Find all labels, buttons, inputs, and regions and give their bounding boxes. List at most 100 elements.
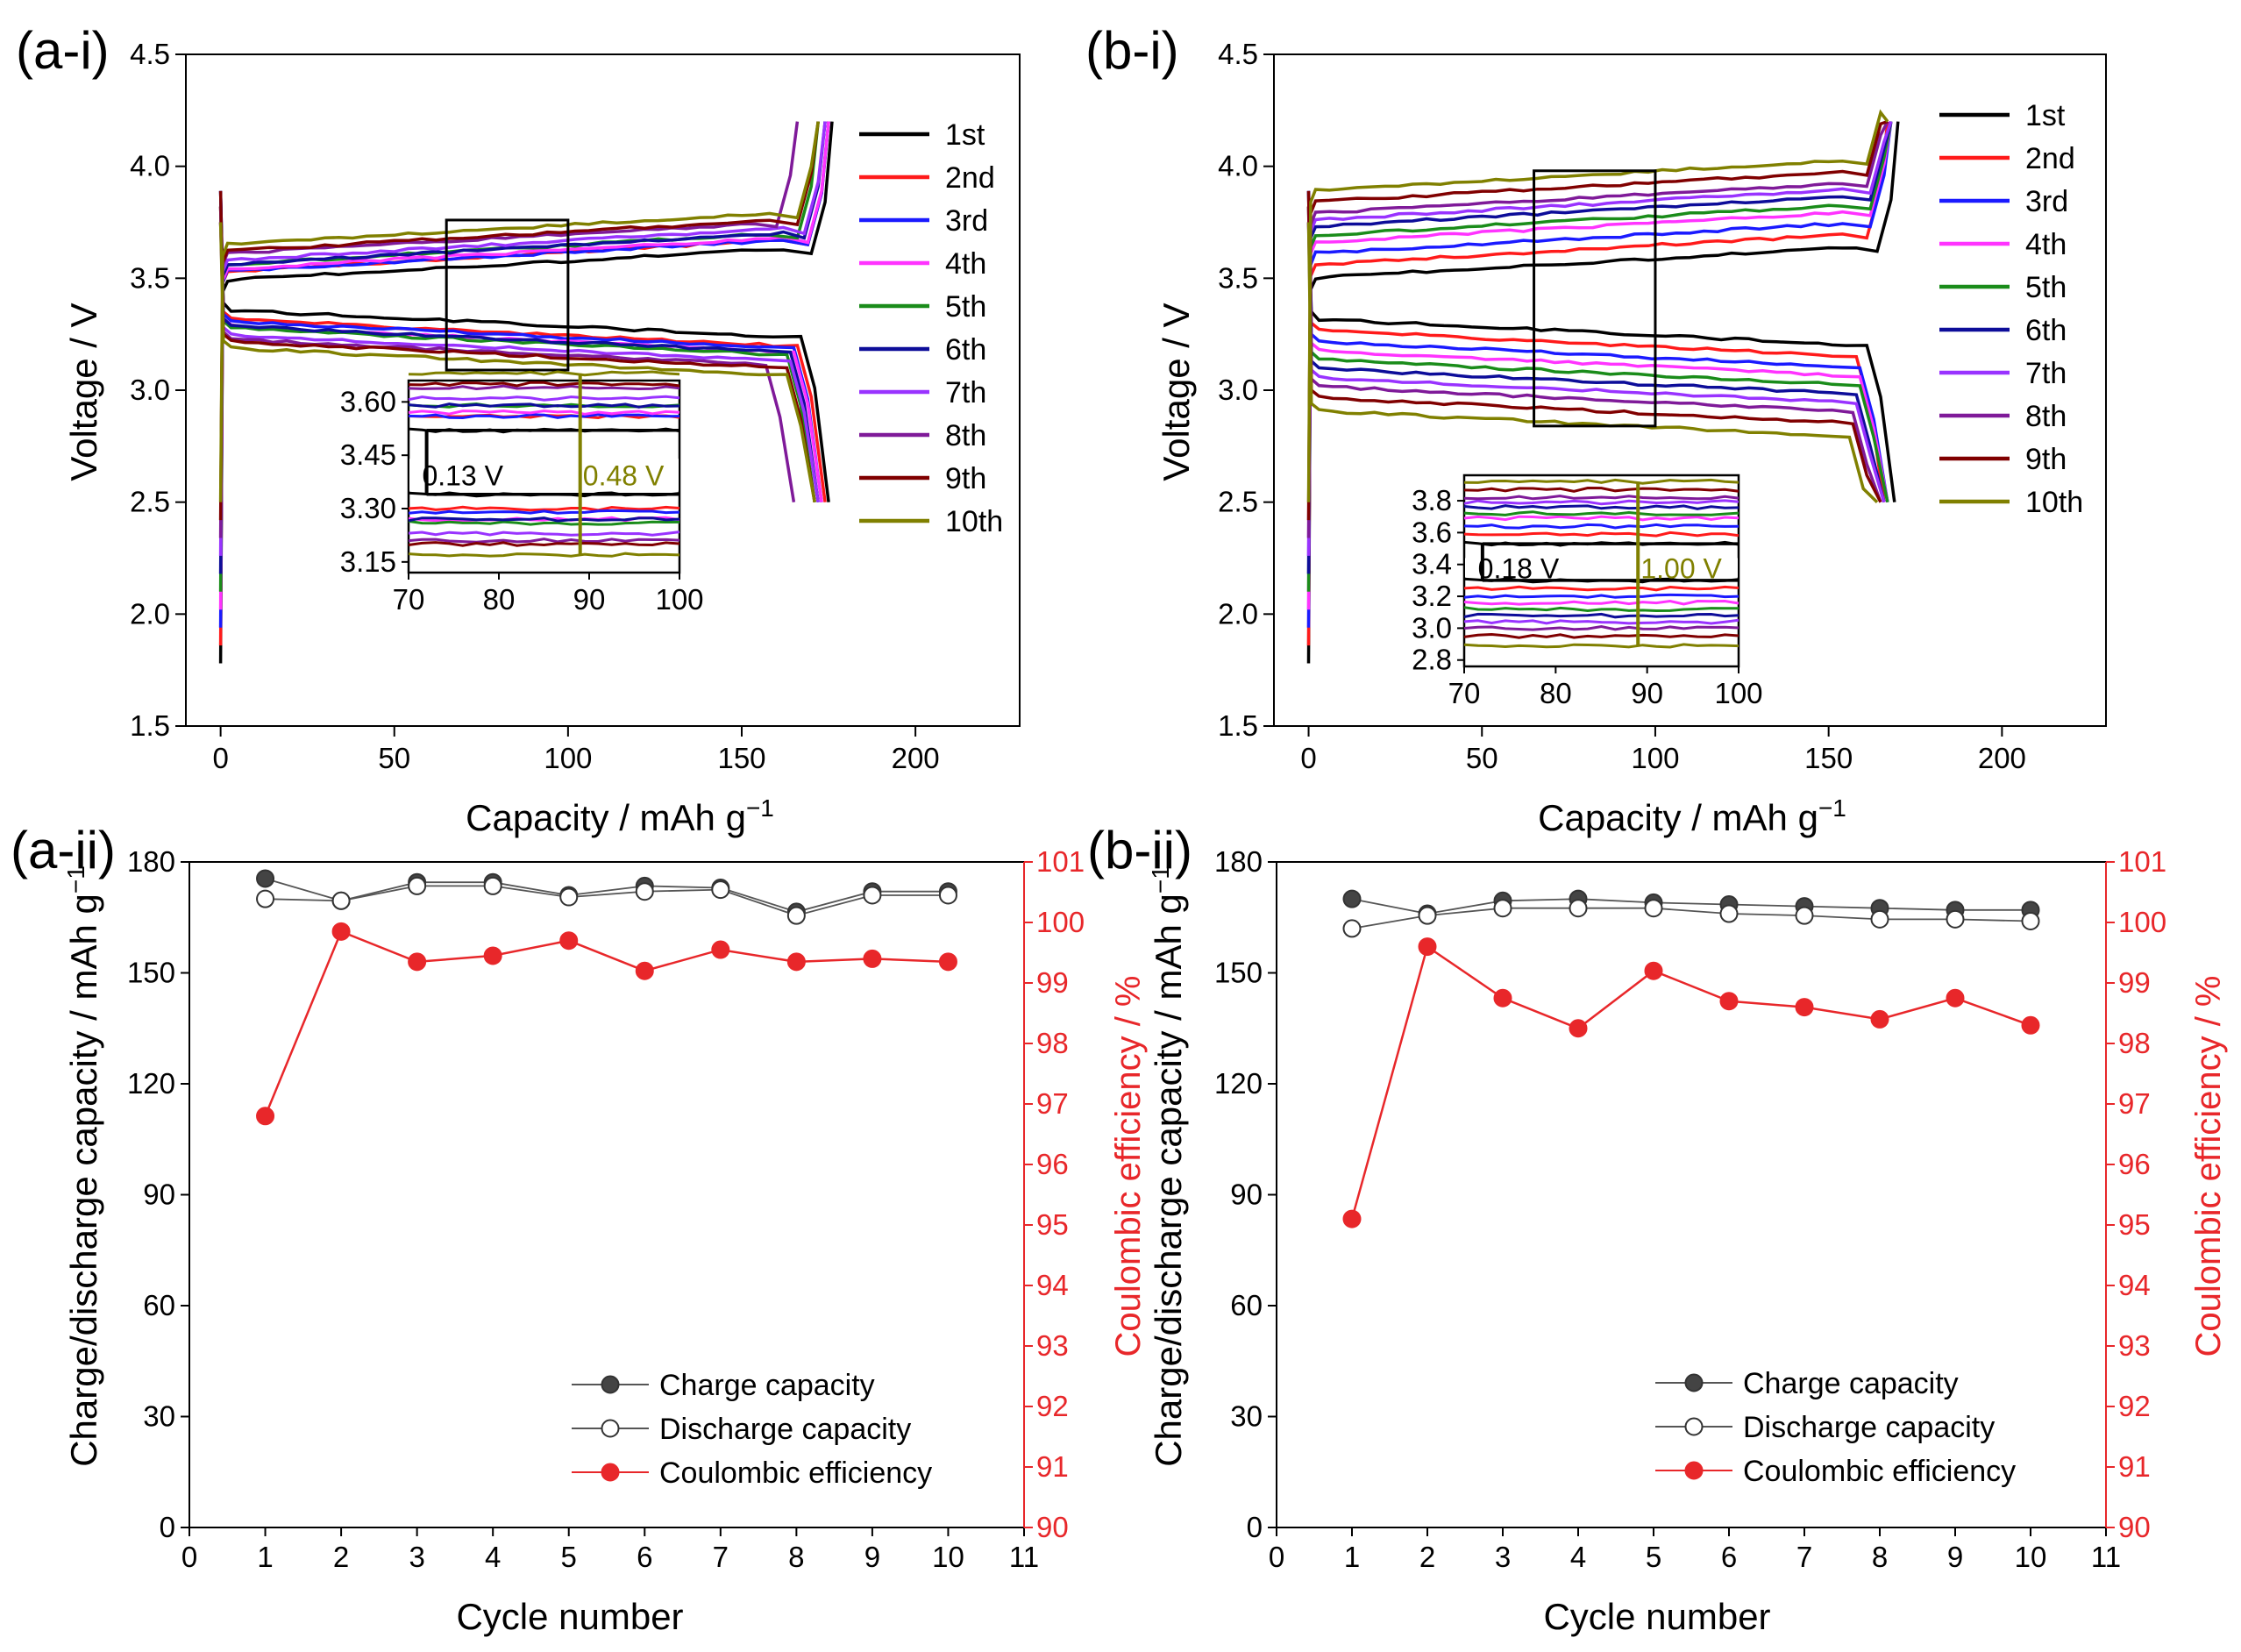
plot-area-b-ii: 0 1 2 3 4 5 6 7 8 9 10 1103060901201501809091929394… bbox=[1214, 845, 2166, 1573]
x-tick-label: 100 bbox=[544, 742, 592, 774]
ce-point-6 bbox=[1719, 992, 1739, 1011]
inset-y-tick-label: 3.2 bbox=[1412, 580, 1452, 612]
x-tick-label: 4 bbox=[1570, 1541, 1586, 1573]
y-tick-label: 1.5 bbox=[130, 709, 170, 742]
y-right-tick-label: 99 bbox=[2118, 966, 2151, 999]
charge-curve-7th bbox=[218, 121, 827, 556]
inset-x-tick-label: 90 bbox=[1631, 677, 1663, 709]
ce-point-10 bbox=[938, 952, 957, 972]
y-tick-label: 30 bbox=[1230, 1400, 1263, 1433]
x-tick-label: 5 bbox=[561, 1541, 577, 1573]
discharge-curve-2nd bbox=[218, 206, 827, 502]
inset-discharge-7th bbox=[408, 530, 680, 537]
y-tick-label: 4.5 bbox=[1218, 38, 1258, 70]
y-right-tick-label: 93 bbox=[1036, 1329, 1069, 1362]
legend-a-i: 1st 2nd 3rd 4th 5th 6th 7th 8th 9th 10th bbox=[859, 118, 1003, 538]
legend-marker-ce bbox=[601, 1463, 620, 1482]
legend-label-9th: 9th bbox=[945, 462, 986, 495]
y-tick-label: 150 bbox=[127, 957, 175, 989]
discharge-curve-4th bbox=[1306, 222, 1889, 503]
inset-discharge-3rd bbox=[408, 509, 680, 515]
discharge-curve-9th bbox=[1306, 190, 1882, 503]
y-tick-label: 90 bbox=[1230, 1178, 1263, 1211]
y-tick-label: 4.5 bbox=[130, 38, 170, 70]
discharge-curve-2nd bbox=[1306, 206, 1886, 502]
discharge-line bbox=[1351, 907, 2031, 929]
discharge-curve-6th bbox=[1306, 190, 1886, 503]
charge-curve-10th bbox=[218, 121, 820, 502]
charge-curve-1st bbox=[218, 121, 834, 664]
inset-discharge-10th bbox=[1463, 643, 1739, 649]
inset-charge-9th bbox=[1463, 486, 1739, 493]
x-tick-label: 9 bbox=[864, 1541, 880, 1573]
inset-gap-band bbox=[409, 459, 679, 491]
y-right-tick-label: 98 bbox=[2118, 1027, 2151, 1059]
inset-y-tick-label: 3.45 bbox=[340, 438, 396, 471]
y-right-tick-label: 101 bbox=[1036, 845, 1085, 878]
inset-x-tick-label: 100 bbox=[1714, 677, 1762, 709]
plot-area-a-i: 0 50 100 150 200 1.5 2.0 2.5 3.0 3.5 4.0 4.5 bbox=[130, 38, 1021, 774]
inset-charge-4th bbox=[1463, 515, 1739, 522]
x-tick-label: 10 bbox=[2015, 1541, 2047, 1573]
inset-y-tick-label: 2.8 bbox=[1412, 644, 1452, 676]
y-axis-right-title-b-ii: Coulombic efficiency / % bbox=[2189, 976, 2228, 1357]
y-right-tick-label: 90 bbox=[1036, 1511, 1069, 1543]
y-right-tick-label: 96 bbox=[2118, 1148, 2151, 1180]
y-tick-label: 2.5 bbox=[130, 486, 170, 518]
discharge-point-9 bbox=[863, 886, 882, 905]
legend-label-8th: 8th bbox=[2025, 400, 2067, 433]
legend-label-6th: 6th bbox=[945, 333, 986, 367]
inset-x-tick-label: 70 bbox=[393, 583, 425, 616]
y-tick-label: 60 bbox=[1230, 1289, 1263, 1321]
y-tick-label: 3.5 bbox=[1218, 261, 1258, 294]
x-tick-label: 3 bbox=[1495, 1541, 1511, 1573]
x-tick-label: 6 bbox=[637, 1541, 652, 1573]
discharge-curve-10th bbox=[218, 222, 816, 503]
inset-x-tick-label: 80 bbox=[483, 583, 516, 616]
x-tick-label: 4 bbox=[485, 1541, 501, 1573]
inset-charge-6th bbox=[408, 402, 680, 409]
charge-curve-3rd bbox=[1306, 121, 1893, 628]
inset-discharge-4th bbox=[1463, 599, 1739, 606]
y-tick-label: 3.5 bbox=[130, 261, 170, 294]
discharge-curve-8th bbox=[1306, 206, 1882, 503]
charge-curve-2nd bbox=[1306, 121, 1889, 646]
x-tick-label: 100 bbox=[1631, 742, 1679, 774]
ce-point-7 bbox=[711, 940, 730, 959]
discharge-point-2 bbox=[1418, 906, 1437, 925]
inset-discharge-7th bbox=[1463, 618, 1739, 625]
discharge-point-8 bbox=[786, 906, 806, 925]
ce-point-3 bbox=[408, 952, 427, 972]
ce-point-3 bbox=[1493, 988, 1512, 1008]
discharge-curve-9th bbox=[218, 190, 816, 502]
discharge-point-7 bbox=[711, 880, 730, 900]
legend-label-9th: 9th bbox=[2025, 443, 2067, 476]
y-right-tick-label: 94 bbox=[1036, 1269, 1069, 1301]
y-tick-label: 3.0 bbox=[1218, 374, 1258, 406]
x-tick-label: 3 bbox=[409, 1541, 424, 1573]
inset-x-tick-label: 80 bbox=[1540, 677, 1572, 709]
ce-point-9 bbox=[863, 949, 882, 968]
y-tick-label: 2.0 bbox=[130, 597, 170, 630]
legend-label-2nd: 2nd bbox=[945, 161, 995, 195]
x-tick-label: 0 bbox=[181, 1541, 197, 1573]
plot-area-a-ii: 0 1 2 3 4 5 6 7 8 9 10 1103060901201501809091929394… bbox=[127, 845, 1085, 1573]
discharge-point-10 bbox=[938, 886, 957, 905]
y-axis-title-a-i: Voltage / V bbox=[63, 303, 104, 481]
charge-curve-8th bbox=[1306, 120, 1889, 538]
discharge-curve-7th bbox=[218, 222, 820, 502]
x-axis-title-a-ii: Cycle number bbox=[456, 1596, 683, 1637]
y-right-tick-label: 92 bbox=[1036, 1390, 1069, 1422]
ce-point-4 bbox=[483, 946, 502, 965]
legend-label-8th: 8th bbox=[945, 419, 986, 452]
inset-charge-7th bbox=[1463, 499, 1739, 506]
discharge-point-1 bbox=[256, 889, 275, 908]
panel-label-a-i: (a-i) bbox=[16, 21, 110, 80]
inset-discharge-3rd bbox=[1463, 593, 1739, 599]
legend-label-4th: 4th bbox=[945, 247, 986, 281]
legend-marker-charge bbox=[601, 1375, 620, 1394]
x-tick-label: 150 bbox=[1804, 742, 1853, 774]
voltage-chart-b-i: 0 50 100 150 200 1.5 2.0 2.5 3.0 3.5 4.0 4.5 1st 2nd… bbox=[1156, 38, 2107, 838]
legend-marker-discharge bbox=[1684, 1417, 1704, 1436]
